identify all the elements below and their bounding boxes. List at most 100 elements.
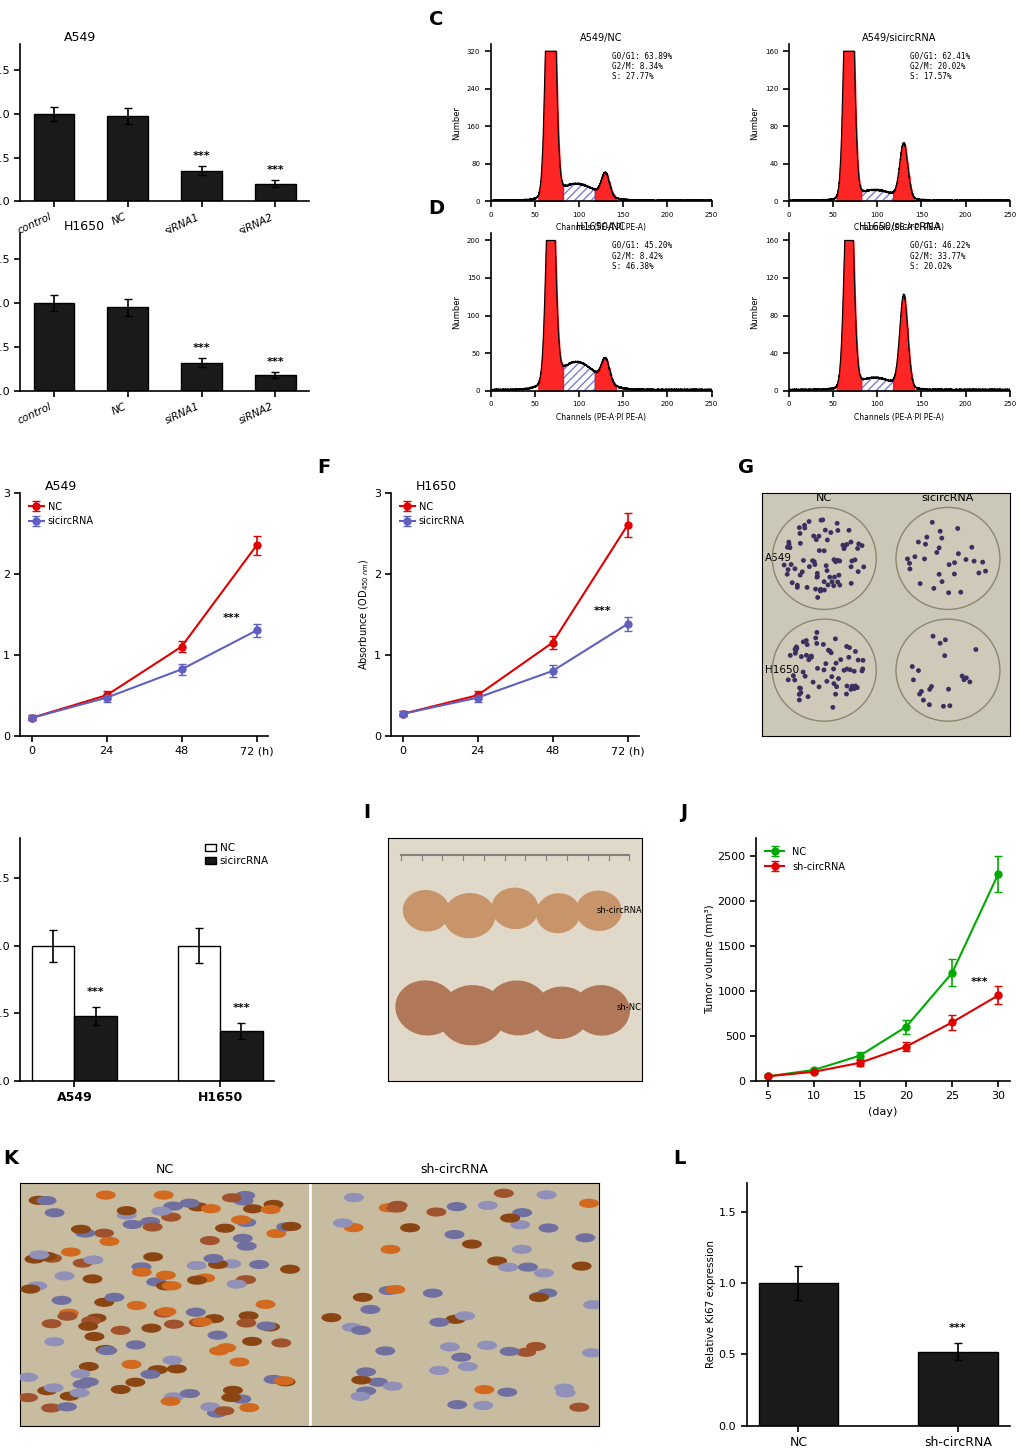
Circle shape — [847, 656, 850, 659]
Text: sh-NC: sh-NC — [616, 1004, 641, 1013]
Circle shape — [848, 668, 851, 671]
Text: ***: *** — [232, 1004, 250, 1013]
Circle shape — [821, 581, 825, 583]
Circle shape — [447, 1203, 466, 1211]
Circle shape — [513, 1245, 531, 1253]
Ellipse shape — [443, 893, 494, 937]
Circle shape — [205, 1315, 223, 1323]
Circle shape — [201, 1403, 219, 1411]
Circle shape — [969, 546, 972, 549]
Circle shape — [790, 581, 793, 585]
Bar — [107, 116, 148, 201]
Circle shape — [264, 1200, 282, 1208]
Circle shape — [952, 562, 956, 565]
Circle shape — [830, 706, 834, 709]
Ellipse shape — [487, 981, 547, 1035]
Circle shape — [342, 1324, 361, 1331]
Circle shape — [88, 1314, 106, 1323]
Circle shape — [376, 1347, 394, 1355]
Text: A549: A549 — [63, 31, 96, 44]
Circle shape — [931, 586, 934, 591]
Circle shape — [322, 1314, 340, 1321]
Circle shape — [836, 559, 839, 562]
Circle shape — [971, 560, 975, 563]
Circle shape — [839, 658, 842, 662]
Circle shape — [797, 693, 800, 695]
Circle shape — [849, 565, 852, 569]
Title: A549/sicircRNA: A549/sicircRNA — [861, 33, 935, 42]
Circle shape — [825, 583, 828, 586]
Circle shape — [821, 549, 825, 553]
Text: sh-circRNA: sh-circRNA — [596, 906, 641, 915]
Circle shape — [907, 567, 911, 570]
Text: ***: *** — [193, 343, 210, 354]
Circle shape — [149, 1366, 167, 1374]
Circle shape — [427, 1208, 445, 1216]
Circle shape — [794, 645, 797, 649]
Circle shape — [215, 1407, 233, 1414]
Circle shape — [95, 1298, 113, 1307]
X-axis label: Channels (PE-A·PI PE-A): Channels (PE-A·PI PE-A) — [854, 224, 944, 233]
Circle shape — [895, 620, 999, 722]
Circle shape — [845, 684, 848, 688]
Circle shape — [788, 653, 791, 658]
Circle shape — [807, 519, 810, 524]
Circle shape — [860, 659, 864, 662]
Circle shape — [793, 649, 797, 652]
Circle shape — [477, 1342, 496, 1349]
Y-axis label: Relative Ki67 expression: Relative Ki67 expression — [705, 1241, 715, 1369]
Text: ***: *** — [970, 976, 987, 986]
Circle shape — [795, 583, 798, 586]
Circle shape — [132, 1269, 151, 1276]
Circle shape — [816, 534, 820, 538]
Circle shape — [344, 1224, 363, 1231]
Circle shape — [161, 1397, 179, 1406]
Circle shape — [440, 1343, 459, 1350]
Circle shape — [117, 1206, 136, 1215]
Circle shape — [852, 559, 856, 562]
Circle shape — [84, 1275, 102, 1283]
Ellipse shape — [395, 981, 457, 1035]
Circle shape — [800, 570, 803, 573]
Circle shape — [797, 525, 800, 530]
Circle shape — [164, 1320, 183, 1328]
Circle shape — [809, 655, 812, 658]
Circle shape — [960, 674, 963, 678]
Circle shape — [539, 1224, 557, 1232]
Circle shape — [929, 521, 933, 524]
Circle shape — [836, 581, 839, 583]
Bar — [74, 1016, 117, 1081]
Circle shape — [385, 1286, 405, 1293]
Circle shape — [216, 1224, 234, 1232]
Circle shape — [352, 1327, 370, 1334]
Circle shape — [813, 636, 816, 640]
Circle shape — [824, 569, 827, 572]
Circle shape — [144, 1224, 162, 1231]
Circle shape — [942, 653, 946, 658]
Circle shape — [822, 588, 825, 592]
Circle shape — [38, 1253, 56, 1260]
Circle shape — [239, 1312, 258, 1320]
Circle shape — [444, 1231, 464, 1238]
Circle shape — [797, 698, 800, 701]
Circle shape — [59, 1310, 78, 1317]
Circle shape — [204, 1254, 222, 1263]
Circle shape — [379, 1286, 397, 1295]
Circle shape — [189, 1203, 207, 1211]
Y-axis label: Number: Number — [750, 295, 758, 329]
Circle shape — [814, 538, 817, 541]
Circle shape — [976, 572, 979, 575]
Text: D: D — [428, 199, 444, 218]
Circle shape — [232, 1395, 251, 1403]
Text: K: K — [3, 1148, 18, 1167]
Circle shape — [157, 1272, 175, 1279]
Circle shape — [43, 1254, 61, 1261]
Circle shape — [771, 620, 875, 722]
Text: G0/G1: 46.22%
G2/M: 33.77%
S: 20.02%: G0/G1: 46.22% G2/M: 33.77% S: 20.02% — [910, 242, 969, 271]
Ellipse shape — [492, 889, 537, 928]
Text: ***: *** — [87, 986, 104, 997]
Circle shape — [164, 1202, 182, 1211]
Circle shape — [537, 1192, 555, 1199]
Circle shape — [917, 582, 921, 585]
Circle shape — [142, 1324, 160, 1333]
